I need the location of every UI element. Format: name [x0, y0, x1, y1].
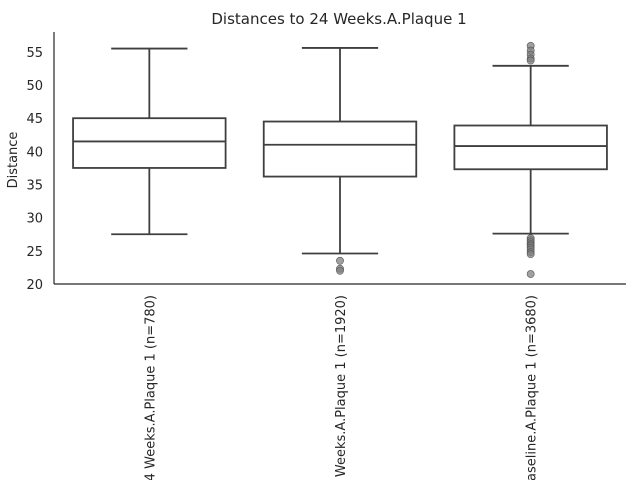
x-tick-label: 12 Weeks.A.Plaque 1 (n=1920) — [334, 295, 349, 480]
outlier-point — [526, 250, 535, 259]
y-tick-label: 40 — [26, 145, 43, 160]
outlier-point — [336, 256, 344, 265]
boxes-group — [72, 42, 608, 278]
iqr-box — [453, 124, 608, 171]
box-2 — [262, 47, 418, 275]
x-tick-label: 24 Weeks.A.Plaque 1 (n=780) — [143, 295, 158, 480]
outlier-point — [336, 266, 344, 275]
axes — [53, 32, 626, 285]
box-1 — [72, 47, 227, 236]
y-axis-label: Distance — [6, 132, 21, 189]
y-tick-label: 50 — [26, 79, 43, 94]
box-3 — [453, 42, 608, 278]
y-tick-label: 20 — [26, 278, 43, 293]
outlier-point — [526, 56, 535, 65]
x-ticks-group: 24 Weeks.A.Plaque 1 (n=780) 12 Weeks.A.Pl… — [143, 295, 539, 480]
outlier-point — [526, 270, 535, 278]
iqr-box — [262, 120, 418, 178]
y-tick-label: 55 — [26, 46, 43, 61]
chart-title: Distances to 24 Weeks.A.Plaque 1 — [211, 10, 466, 28]
iqr-box — [72, 117, 227, 169]
x-tick-label: Baseline.A.Plaque 1 (n=3680) — [525, 295, 540, 480]
y-ticks-group: 20 25 30 35 40 45 50 55 — [26, 46, 43, 293]
y-tick-label: 45 — [26, 112, 43, 127]
y-tick-label: 30 — [26, 212, 43, 227]
y-tick-label: 25 — [26, 245, 43, 260]
y-tick-label: 35 — [26, 179, 43, 194]
